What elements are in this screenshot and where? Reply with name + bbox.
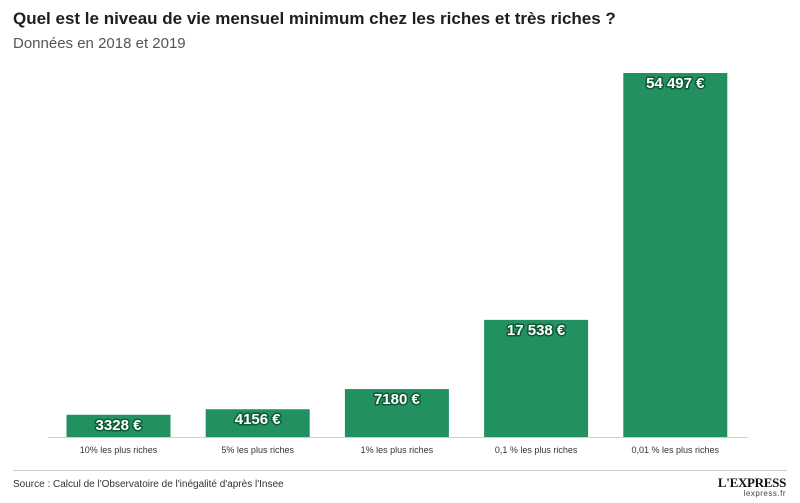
chart-title: Quel est le niveau de vie mensuel minimu… — [13, 9, 616, 28]
bar — [344, 389, 449, 437]
bar-value-label: 54 497 € — [646, 75, 705, 92]
bar-value-label: 4156 € — [235, 411, 282, 428]
bar — [484, 319, 589, 437]
footer-divider — [13, 470, 787, 471]
bar-value-label: 3328 € — [96, 417, 143, 434]
x-tick-label: 10% les plus riches — [80, 445, 158, 455]
bar-value-label: 7180 € — [374, 391, 421, 408]
logo-url: lexpress.fr — [743, 489, 786, 498]
bar — [66, 414, 171, 437]
lexpress-logo: L'EXPRESS lexpress.fr — [718, 476, 786, 498]
logo-wordmark: L'EXPRESS — [717, 475, 786, 490]
x-tick-label: 5% les plus riches — [221, 445, 294, 455]
bar-value-label: 17 538 € — [507, 322, 566, 339]
x-tick-label: 0,1 % les plus riches — [495, 445, 578, 455]
bar — [623, 73, 728, 437]
bar — [205, 409, 310, 437]
x-tick-label: 0,01 % les plus riches — [632, 445, 720, 455]
chart-subtitle: Données en 2018 et 2019 — [13, 35, 186, 52]
bar-chart: 3328 € 10% les plus riches 4156 € 5% les pl… — [48, 73, 748, 455]
x-tick-label: 1% les plus riches — [361, 445, 434, 455]
source-note: Source : Calcul de l'Observatoire de l'i… — [13, 479, 284, 490]
